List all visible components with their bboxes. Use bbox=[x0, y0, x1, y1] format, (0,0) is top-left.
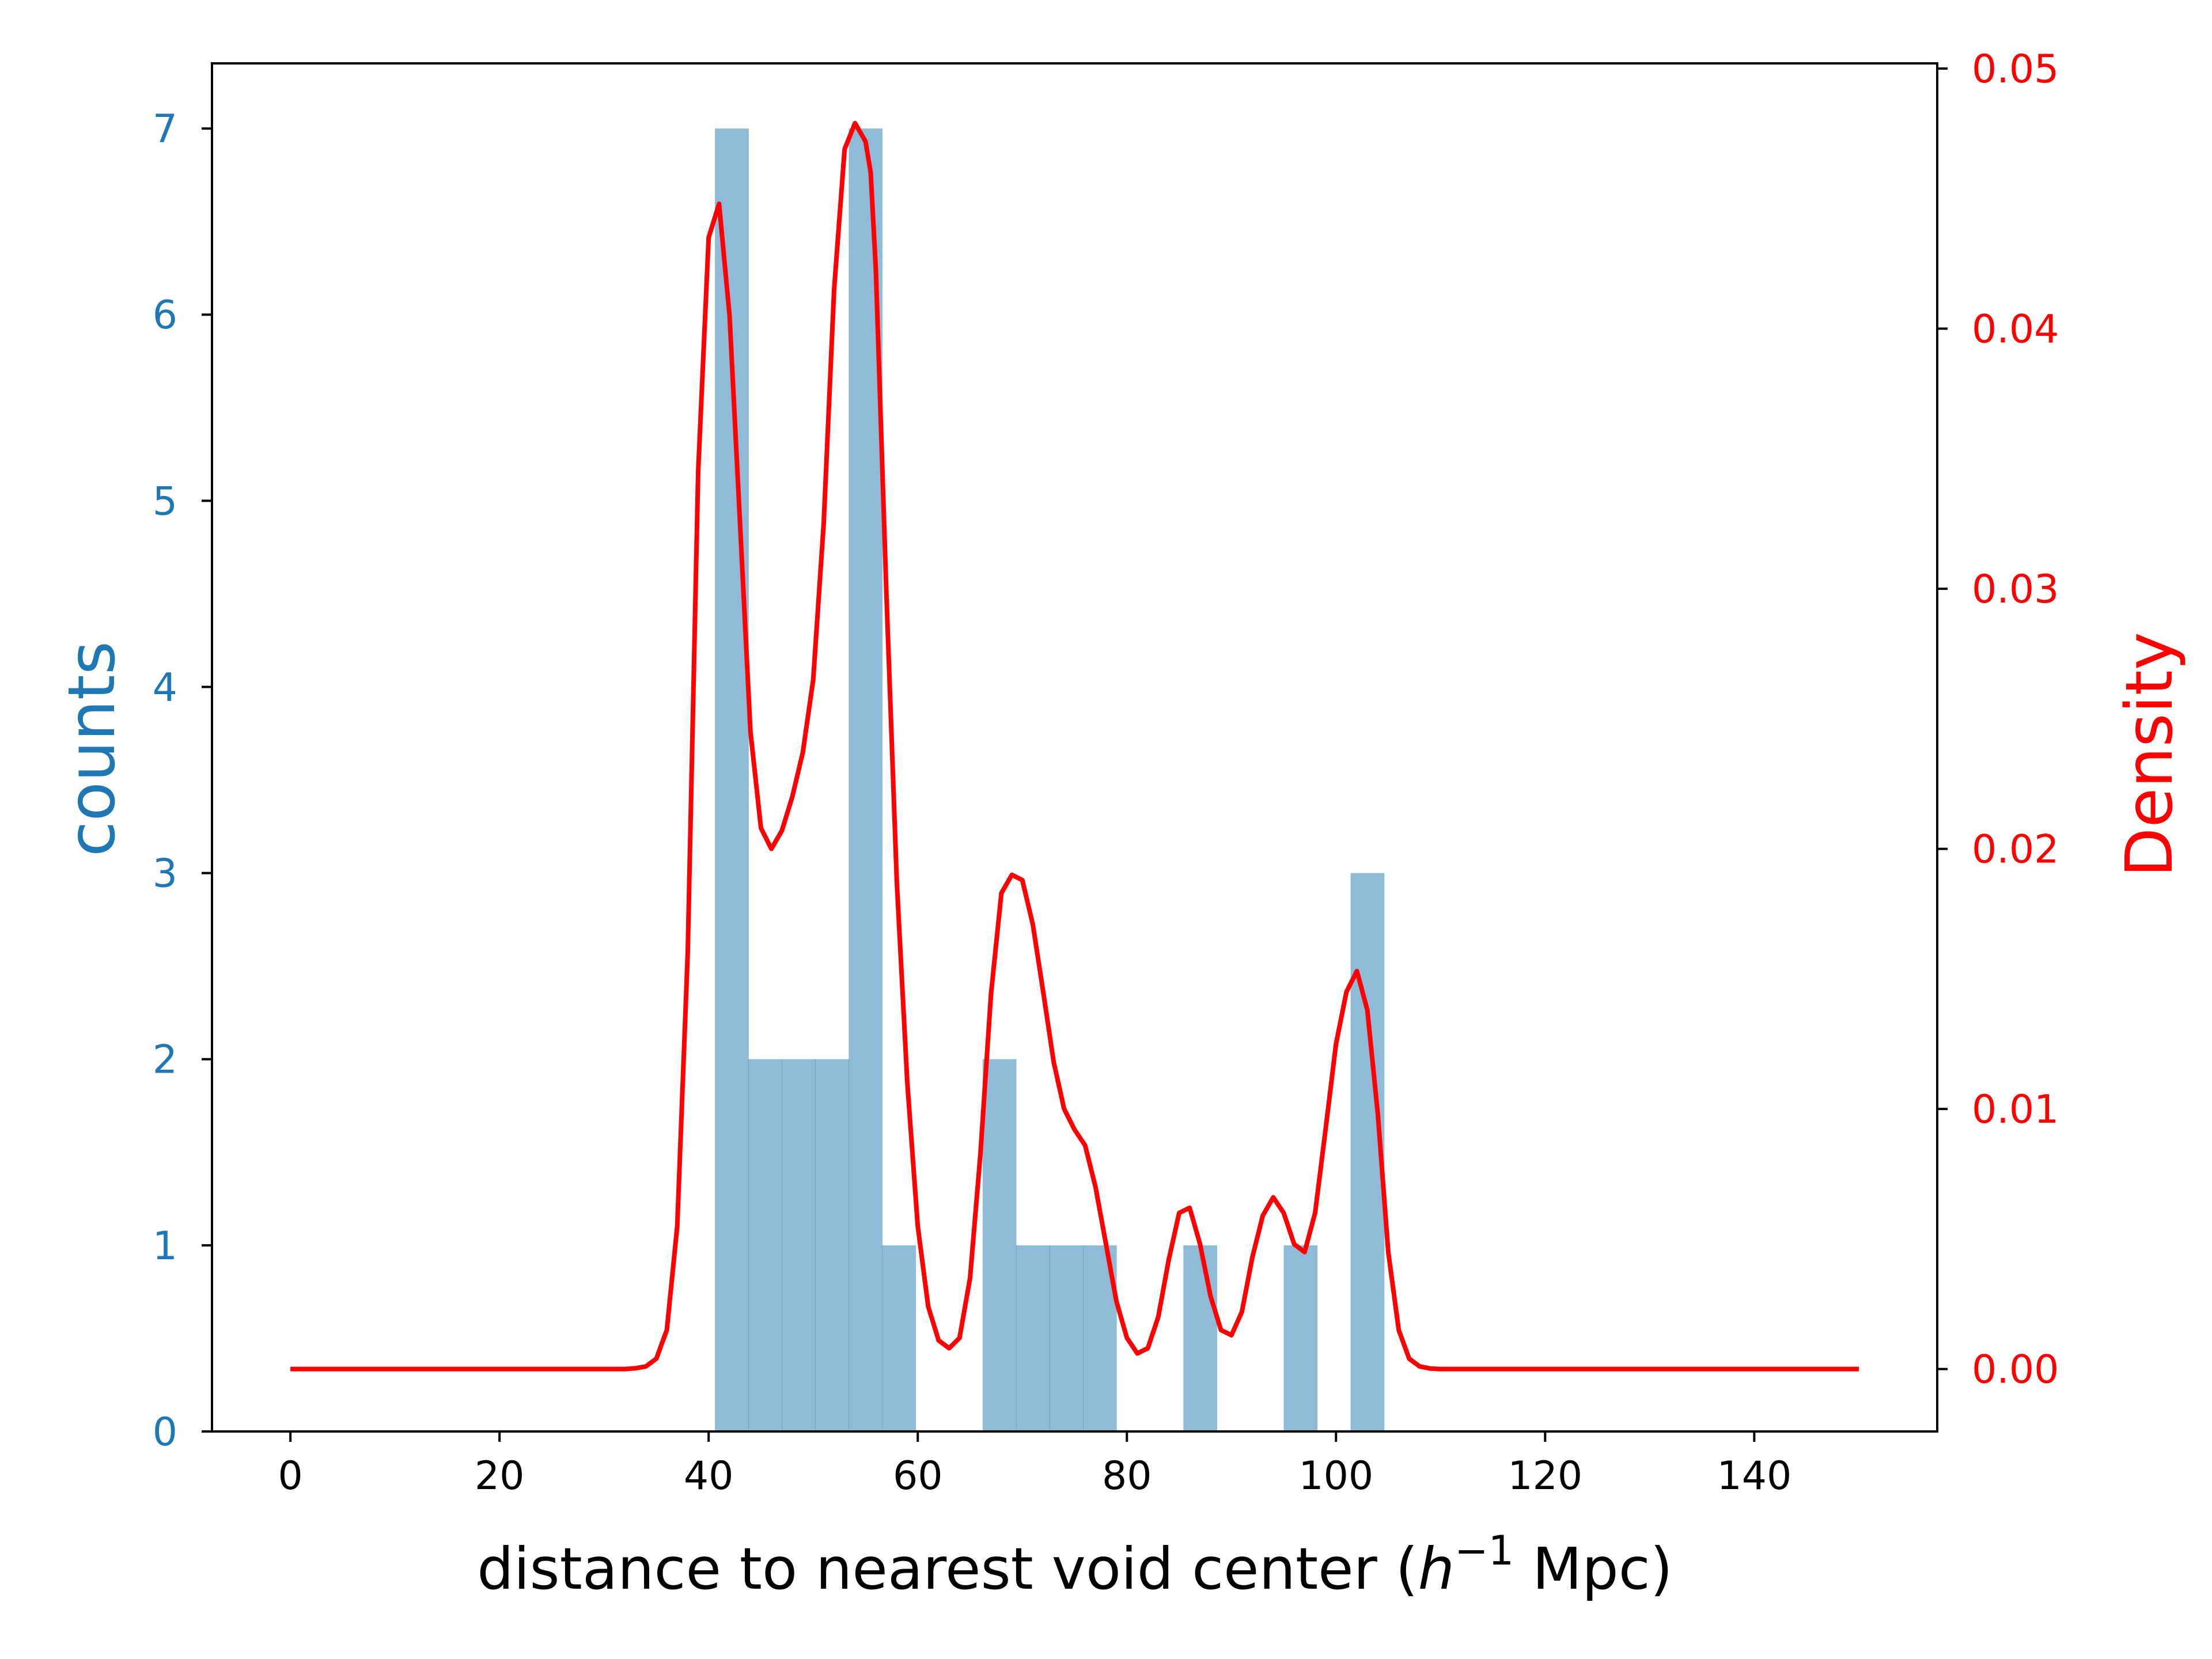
histogram-bar bbox=[1049, 1245, 1084, 1431]
x-axis-title-suffix: Mpc) bbox=[1514, 1535, 1673, 1603]
y-left-tick-label: 1 bbox=[153, 1224, 177, 1269]
y-left-tick-label: 2 bbox=[153, 1037, 177, 1083]
y-left-tick-label: 0 bbox=[153, 1410, 177, 1455]
x-axis-ticks: 0 20 40 60 80 100 120 140 bbox=[278, 1431, 1791, 1499]
x-tick-label: 60 bbox=[893, 1453, 943, 1499]
y-left-tick-label: 4 bbox=[153, 665, 177, 710]
y-right-tick-label: 0.04 bbox=[1972, 307, 2059, 353]
x-tick-label: 80 bbox=[1102, 1453, 1152, 1499]
y-left-tick-label: 5 bbox=[153, 479, 177, 524]
x-tick-label: 140 bbox=[1717, 1453, 1791, 1499]
histogram-bar bbox=[1016, 1245, 1050, 1431]
plot-frame bbox=[211, 62, 1938, 1433]
histogram-bar bbox=[748, 1059, 782, 1431]
y-left-axis-ticks: 0 1 2 3 4 5 6 7 bbox=[153, 107, 212, 1455]
y-left-axis-title: counts bbox=[55, 641, 130, 857]
y-right-tick-label: 0.00 bbox=[1972, 1347, 2059, 1393]
x-tick-label: 100 bbox=[1298, 1453, 1373, 1499]
x-tick-label: 0 bbox=[278, 1453, 303, 1499]
histogram-bar bbox=[1183, 1245, 1217, 1431]
x-tick-label: 20 bbox=[475, 1453, 525, 1499]
histogram-bar bbox=[782, 1059, 816, 1431]
x-tick-label: 40 bbox=[684, 1453, 734, 1499]
y-left-tick-label: 3 bbox=[153, 851, 177, 897]
histogram-bar bbox=[1283, 1245, 1318, 1431]
y-right-tick-label: 0.02 bbox=[1972, 827, 2059, 873]
y-left-tick-label: 7 bbox=[153, 107, 177, 152]
histogram-bar bbox=[982, 1059, 1017, 1431]
x-axis-title-var: h bbox=[1418, 1535, 1455, 1603]
histogram-layer bbox=[715, 128, 1385, 1431]
y-left-tick-label: 6 bbox=[153, 293, 177, 338]
x-axis-title-prefix: distance to nearest void center ( bbox=[477, 1535, 1418, 1603]
y-right-tick-label: 0.03 bbox=[1972, 567, 2059, 612]
x-axis-title: distance to nearest void center (h−1 Mpc… bbox=[477, 1527, 1673, 1603]
y-right-axis-ticks: 0.00 0.01 0.02 0.03 0.04 0.05 bbox=[1937, 47, 2059, 1393]
y-right-tick-label: 0.05 bbox=[1972, 47, 2059, 92]
density-curve-line bbox=[290, 120, 1859, 1372]
y-right-tick-label: 0.01 bbox=[1972, 1087, 2059, 1132]
y-right-axis-title: Density bbox=[2112, 632, 2187, 877]
x-axis-title-sup: −1 bbox=[1455, 1527, 1514, 1574]
density-curve-layer bbox=[290, 120, 1859, 1372]
histogram-bar bbox=[815, 1059, 849, 1431]
x-tick-label: 120 bbox=[1508, 1453, 1582, 1499]
histogram-bar bbox=[882, 1245, 916, 1431]
